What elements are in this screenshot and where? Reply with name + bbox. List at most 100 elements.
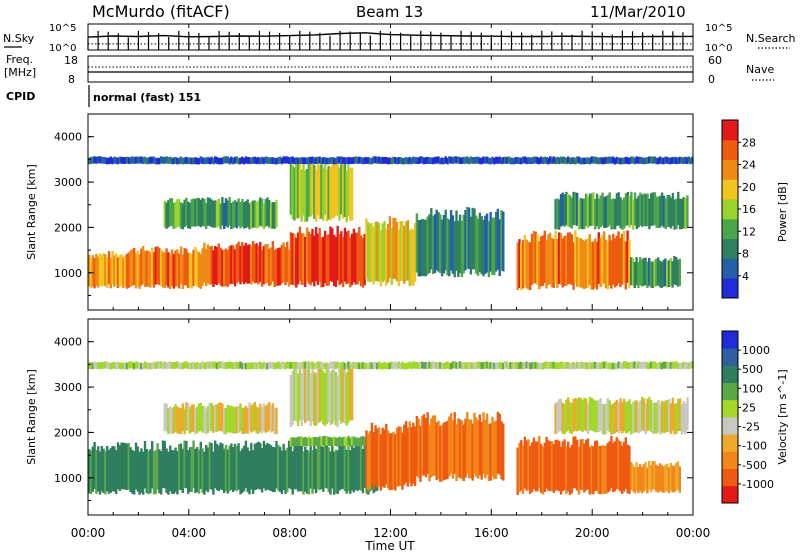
heatmap-cell [442,362,446,370]
noise-tick-left-top: 10^5 [49,23,76,34]
heatmap-cell [138,156,141,164]
heatmap-cell [313,362,316,370]
heatmap-cell [280,157,284,165]
heatmap-cell [91,362,94,370]
noise-tick-right-top: 10^5 [705,23,732,34]
heatmap-cell [646,467,649,494]
heatmap-cell [666,400,669,433]
heatmap-cell [372,362,375,369]
heatmap-cell [106,361,109,369]
heatmap-cell [318,367,321,423]
heatmap-cell [129,250,132,287]
heatmap-cell [149,362,152,370]
heatmap-cell [383,429,386,488]
heatmap-cell [113,255,116,287]
heatmap-cell [386,362,390,370]
heatmap-cell [521,445,525,494]
heatmap-cell [331,157,334,164]
time-tick-label: 00:00 [676,526,711,540]
heatmap-cell [478,212,482,273]
heatmap-cell [648,258,651,286]
heatmap-cell [493,157,496,165]
heatmap-cell [485,413,489,475]
heatmap-cell [214,440,217,489]
heatmap-cell [161,440,165,488]
heatmap-cell [404,221,408,281]
heatmap-cell [300,373,303,426]
heatmap-cell [538,362,541,370]
heatmap-cell [451,215,455,274]
heatmap-cell [395,427,399,487]
heatmap-cell [318,165,321,220]
heatmap-cell [262,361,266,369]
heatmap-cell [311,228,314,283]
heatmap-cell [682,400,685,433]
heatmap-cell [637,156,640,164]
heatmap-cell [298,364,302,421]
heatmap-cell [649,261,653,288]
heatmap-cell [331,437,334,447]
heatmap-cell [192,198,195,227]
time-tick-label: 16:00 [474,526,509,540]
heatmap-cell [163,441,166,489]
heatmap-cell [134,361,138,369]
velocity-colorbar-swatch [722,468,738,487]
heatmap-cell [458,214,462,274]
heatmap-cell [659,195,662,228]
heatmap-cell [316,437,320,447]
heatmap-cell [536,233,539,285]
heatmap-cell [576,156,579,164]
heatmap-cell [640,259,644,287]
heatmap-cell [336,225,339,281]
heatmap-cell [622,361,626,369]
heatmap-cell [255,201,258,229]
heatmap-cell [187,157,190,165]
heatmap-cell [651,261,654,288]
heatmap-cell [538,241,541,290]
heatmap-cell [487,157,491,165]
heatmap-cell [377,223,381,282]
heatmap-cell [205,444,208,491]
heatmap-cell [271,202,275,229]
heatmap-cell [534,362,537,369]
heatmap-cell [444,209,447,271]
heatmap-cell [341,367,345,423]
heatmap-cell [662,466,665,493]
heatmap-cell [295,362,298,369]
heatmap-cell [311,365,314,422]
heatmap-cell [675,361,678,369]
velocity-colorbar-swatch [722,348,738,366]
heatmap-cell [642,193,646,227]
heatmap-cell [493,421,496,480]
heatmap-cell [385,423,388,485]
heatmap-cell [581,239,584,289]
heatmap-cell [388,157,392,165]
heatmap-cell [194,448,197,494]
heatmap-cell [585,193,588,227]
heatmap-cell [242,157,246,165]
heatmap-cell [210,199,213,227]
heatmap-cell [455,156,458,164]
heatmap-cell [563,404,566,435]
heatmap-cell [352,157,356,164]
heatmap-cell [350,364,354,421]
heatmap-cell [424,219,428,277]
heatmap-cell [251,450,255,494]
heatmap-cell [183,361,186,369]
heatmap-cell [552,238,555,288]
heatmap-cell [662,259,665,287]
heatmap-cell [397,426,401,486]
heatmap-cell [268,444,271,491]
heatmap-cell [196,362,199,369]
heatmap-cell [174,201,177,229]
heatmap-cell [612,362,615,370]
heatmap-cell [194,247,197,285]
heatmap-cell [588,361,591,369]
heatmap-cell [581,157,584,165]
nsearch-label: N.Search [746,32,796,45]
heatmap-cell [684,362,687,369]
heatmap-cell [185,440,188,489]
heatmap-cell [318,436,321,446]
heatmap-cell [648,362,651,370]
heatmap-cell [208,442,211,490]
